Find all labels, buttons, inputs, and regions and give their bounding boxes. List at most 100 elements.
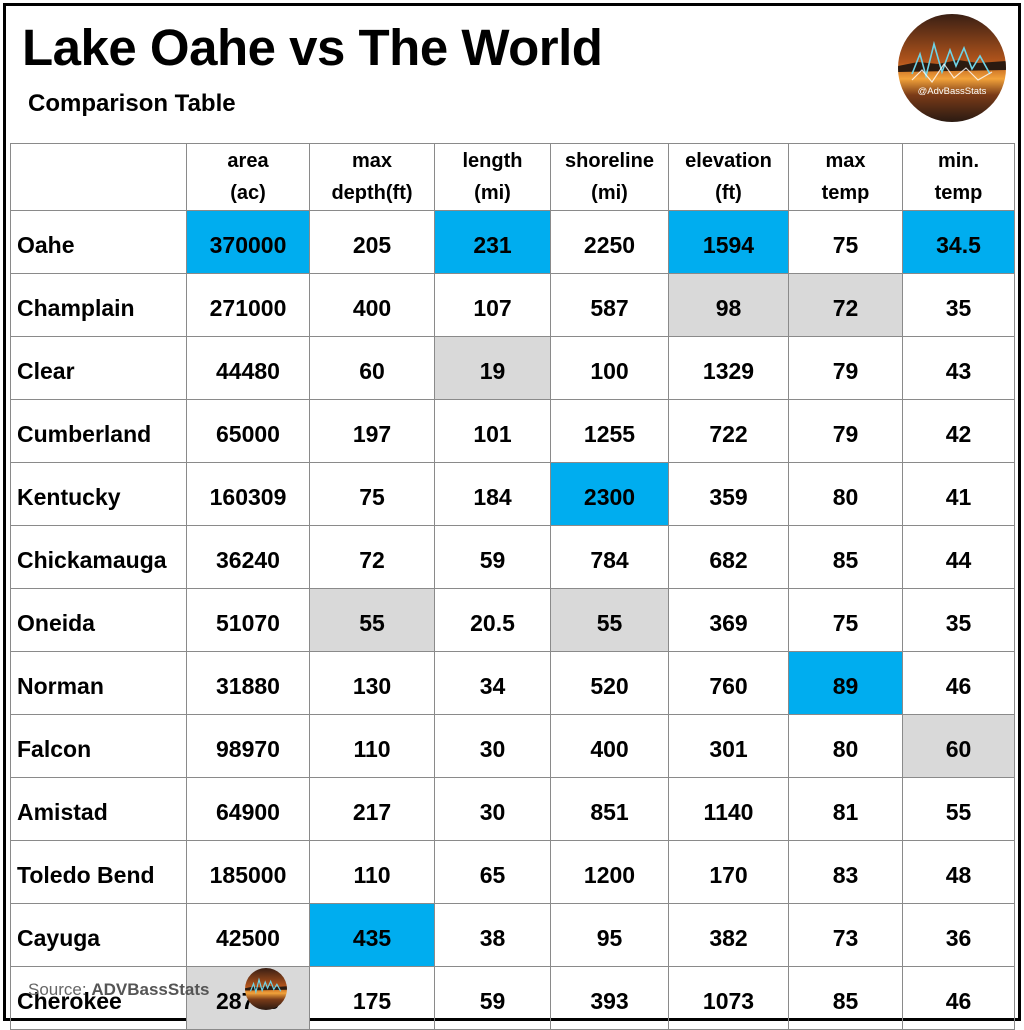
value-cell-shoreline: 400 xyxy=(550,714,669,778)
value-cell-elevation: 682 xyxy=(668,525,789,589)
value-cell-min-temp: 43 xyxy=(902,336,1015,400)
value-cell-length: 38 xyxy=(434,903,551,967)
table-row: Oahe 370000 205 231 2250 1594 75 34.5 xyxy=(10,210,1015,274)
value-cell-shoreline: 851 xyxy=(550,777,669,841)
value-cell-max-depth: 55 xyxy=(309,588,435,652)
value-cell-min-temp: 44 xyxy=(902,525,1015,589)
value-cell-min-temp: 46 xyxy=(902,651,1015,715)
column-header-line1: area xyxy=(227,150,269,172)
lake-name-cell: Champlain xyxy=(10,273,187,337)
lake-name-cell: Falcon xyxy=(10,714,187,778)
value-cell-length: 231 xyxy=(434,210,551,274)
value-cell-shoreline: 520 xyxy=(550,651,669,715)
value-cell-elevation: 1329 xyxy=(668,336,789,400)
table-row: Kentucky 160309 75 184 2300 359 80 41 xyxy=(10,462,1015,526)
value-cell-area: 271000 xyxy=(186,273,310,337)
value-cell-elevation: 722 xyxy=(668,399,789,463)
column-header-min-temp: min. temp xyxy=(902,143,1015,211)
value-cell-min-temp: 42 xyxy=(902,399,1015,463)
value-cell-area: 51070 xyxy=(186,588,310,652)
table-row: Toledo Bend 185000 110 65 1200 170 83 48 xyxy=(10,840,1015,904)
table-row: Cherokee287601755939310738546 xyxy=(10,966,1015,1030)
value-cell-length: 101 xyxy=(434,399,551,463)
value-cell-max-temp: 75 xyxy=(788,588,903,652)
value-cell-area: 160309 xyxy=(186,462,310,526)
value-cell-min-temp: 48 xyxy=(902,840,1015,904)
value-cell-max-depth: 217 xyxy=(309,777,435,841)
value-cell-min-temp: 41 xyxy=(902,462,1015,526)
value-cell-max-depth: 75 xyxy=(309,462,435,526)
comparison-table: area (ac) max depth(ft) length (mi) shoreline (… xyxy=(10,143,1015,1030)
value-cell-min-temp: 36 xyxy=(902,903,1015,967)
column-header-line1: shoreline xyxy=(565,150,654,172)
value-cell-max-depth: 400 xyxy=(309,273,435,337)
table-row: Amistad 64900 217 30 851 1140 81 55 xyxy=(10,777,1015,841)
column-header-line1: max xyxy=(351,150,393,172)
brand-logo: @AdvBassStats xyxy=(898,14,1006,122)
lake-name-cell: Toledo Bend xyxy=(10,840,187,904)
value-cell-min-temp: 46 xyxy=(902,966,1015,1030)
value-cell-elevation: 1594 xyxy=(668,210,789,274)
column-header-line2: (ac) xyxy=(230,182,266,204)
column-header-line2: (ft) xyxy=(715,182,742,204)
column-header-shoreline: shoreline (mi) xyxy=(550,143,669,211)
value-cell-max-depth: 130 xyxy=(309,651,435,715)
value-cell-max-temp: 72 xyxy=(788,273,903,337)
value-cell-area: 31880 xyxy=(186,651,310,715)
value-cell-min-temp: 34.5 xyxy=(902,210,1015,274)
value-cell-area: 370000 xyxy=(186,210,310,274)
lake-name-cell: Amistad xyxy=(10,777,187,841)
corner-cell xyxy=(10,143,187,211)
value-cell-min-temp: 35 xyxy=(902,588,1015,652)
footer-logo xyxy=(245,968,287,1010)
value-cell-area: 64900 xyxy=(186,777,310,841)
value-cell-max-temp: 85 xyxy=(788,525,903,589)
value-cell-length: 30 xyxy=(434,777,551,841)
table-row: Clear 44480 60 19 100 1329 79 43 xyxy=(10,336,1015,400)
value-cell-area: 36240 xyxy=(186,525,310,589)
value-cell-area: 185000 xyxy=(186,840,310,904)
value-cell-max-temp: 80 xyxy=(788,462,903,526)
lake-name-cell: Oneida xyxy=(10,588,187,652)
value-cell-max-depth: 60 xyxy=(309,336,435,400)
value-cell-max-temp: 79 xyxy=(788,399,903,463)
value-cell-area: 42500 xyxy=(186,903,310,967)
value-cell-max-depth: 197 xyxy=(309,399,435,463)
value-cell-max-depth: 205 xyxy=(309,210,435,274)
value-cell-shoreline: 587 xyxy=(550,273,669,337)
value-cell-length: 184 xyxy=(434,462,551,526)
value-cell-max-temp: 79 xyxy=(788,336,903,400)
table-row: Norman 31880 130 34 520 760 89 46 xyxy=(10,651,1015,715)
lake-name-cell: Cayuga xyxy=(10,903,187,967)
logo-handle: @AdvBassStats xyxy=(918,86,987,97)
value-cell-length: 30 xyxy=(434,714,551,778)
lake-name-cell: Norman xyxy=(10,651,187,715)
column-header-line2: temp xyxy=(821,182,870,204)
value-cell-area: 44480 xyxy=(186,336,310,400)
value-cell-max-temp: 85 xyxy=(788,966,903,1030)
value-cell-length: 19 xyxy=(434,336,551,400)
value-cell-max-depth: 175 xyxy=(309,966,435,1030)
lake-name-cell: Kentucky xyxy=(10,462,187,526)
value-cell-max-temp: 75 xyxy=(788,210,903,274)
table-row: Chickamauga 36240 72 59 784 682 85 44 xyxy=(10,525,1015,589)
value-cell-elevation: 170 xyxy=(668,840,789,904)
page-title: Lake Oahe vs The World xyxy=(22,19,603,76)
column-header-max-depth: max depth(ft) xyxy=(309,143,435,211)
value-cell-shoreline: 100 xyxy=(550,336,669,400)
value-cell-max-depth: 110 xyxy=(309,840,435,904)
value-cell-elevation: 1073 xyxy=(668,966,789,1030)
value-cell-elevation: 382 xyxy=(668,903,789,967)
value-cell-max-temp: 89 xyxy=(788,651,903,715)
column-header-line2: (mi) xyxy=(591,182,628,204)
column-header-elevation: elevation (ft) xyxy=(668,143,789,211)
value-cell-length: 107 xyxy=(434,273,551,337)
value-cell-max-temp: 73 xyxy=(788,903,903,967)
table-header-row: area (ac) max depth(ft) length (mi) shoreline (… xyxy=(10,143,1015,211)
column-header-line1: min. xyxy=(937,150,980,172)
value-cell-shoreline: 55 xyxy=(550,588,669,652)
value-cell-max-depth: 435 xyxy=(309,903,435,967)
value-cell-max-depth: 72 xyxy=(309,525,435,589)
table-row: Falcon 98970 110 30 400 301 80 60 xyxy=(10,714,1015,778)
value-cell-max-temp: 81 xyxy=(788,777,903,841)
